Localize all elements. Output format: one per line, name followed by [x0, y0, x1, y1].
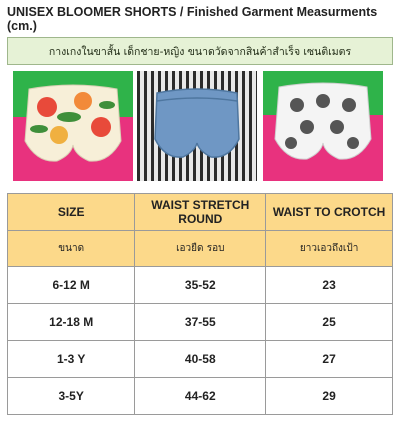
crotch-thai-header: ยาวเอวถึงเป้า — [265, 230, 393, 267]
product-photos — [10, 68, 390, 184]
table-row: 3-5Y 44-62 29 — [6, 377, 393, 415]
size-cell: 6-12 M — [6, 266, 136, 304]
crotch-cell: 27 — [265, 340, 393, 378]
page-title: UNISEX BLOOMER SHORTS / Finished Garment… — [7, 5, 378, 33]
waist-cell: 44-62 — [134, 377, 267, 415]
table-row: 1-3 Y 40-58 27 — [6, 340, 393, 378]
waist-cell: 37-55 — [134, 303, 267, 341]
size-header: SIZE — [6, 193, 136, 231]
crotch-cell: 29 — [265, 377, 393, 415]
crotch-cell: 23 — [265, 266, 393, 304]
table-thai-header-row: ขนาด เอวยืด รอบ ยาวเอวถึงเป้า — [6, 230, 393, 267]
size-thai-header: ขนาด — [6, 230, 136, 267]
table-row: 6-12 M 35-52 23 — [6, 266, 393, 304]
table-row: 12-18 M 37-55 25 — [6, 303, 393, 341]
table-header-row: SIZE WAIST STRETCH ROUND WAIST TO CROTCH — [6, 193, 393, 231]
waist-cell: 40-58 — [134, 340, 267, 378]
size-table: SIZE WAIST STRETCH ROUND WAIST TO CROTCH… — [6, 193, 393, 415]
waist-thai-header: เอวยืด รอบ — [134, 230, 267, 267]
size-cell: 12-18 M — [6, 303, 136, 341]
floral-bloomer-photo — [13, 71, 133, 181]
denim-bloomer-photo — [137, 71, 257, 181]
crotch-header: WAIST TO CROTCH — [265, 193, 393, 231]
thai-subtitle: กางเกงในขาสั้น เด็กชาย-หญิง ขนาดวัดจากสิ… — [7, 37, 393, 65]
waist-cell: 35-52 — [134, 266, 267, 304]
size-cell: 1-3 Y — [6, 340, 136, 378]
waist-header: WAIST STRETCH ROUND — [134, 193, 267, 231]
size-cell: 3-5Y — [6, 377, 136, 415]
crotch-cell: 25 — [265, 303, 393, 341]
hedgehog-print-bloomer-photo — [263, 71, 383, 181]
